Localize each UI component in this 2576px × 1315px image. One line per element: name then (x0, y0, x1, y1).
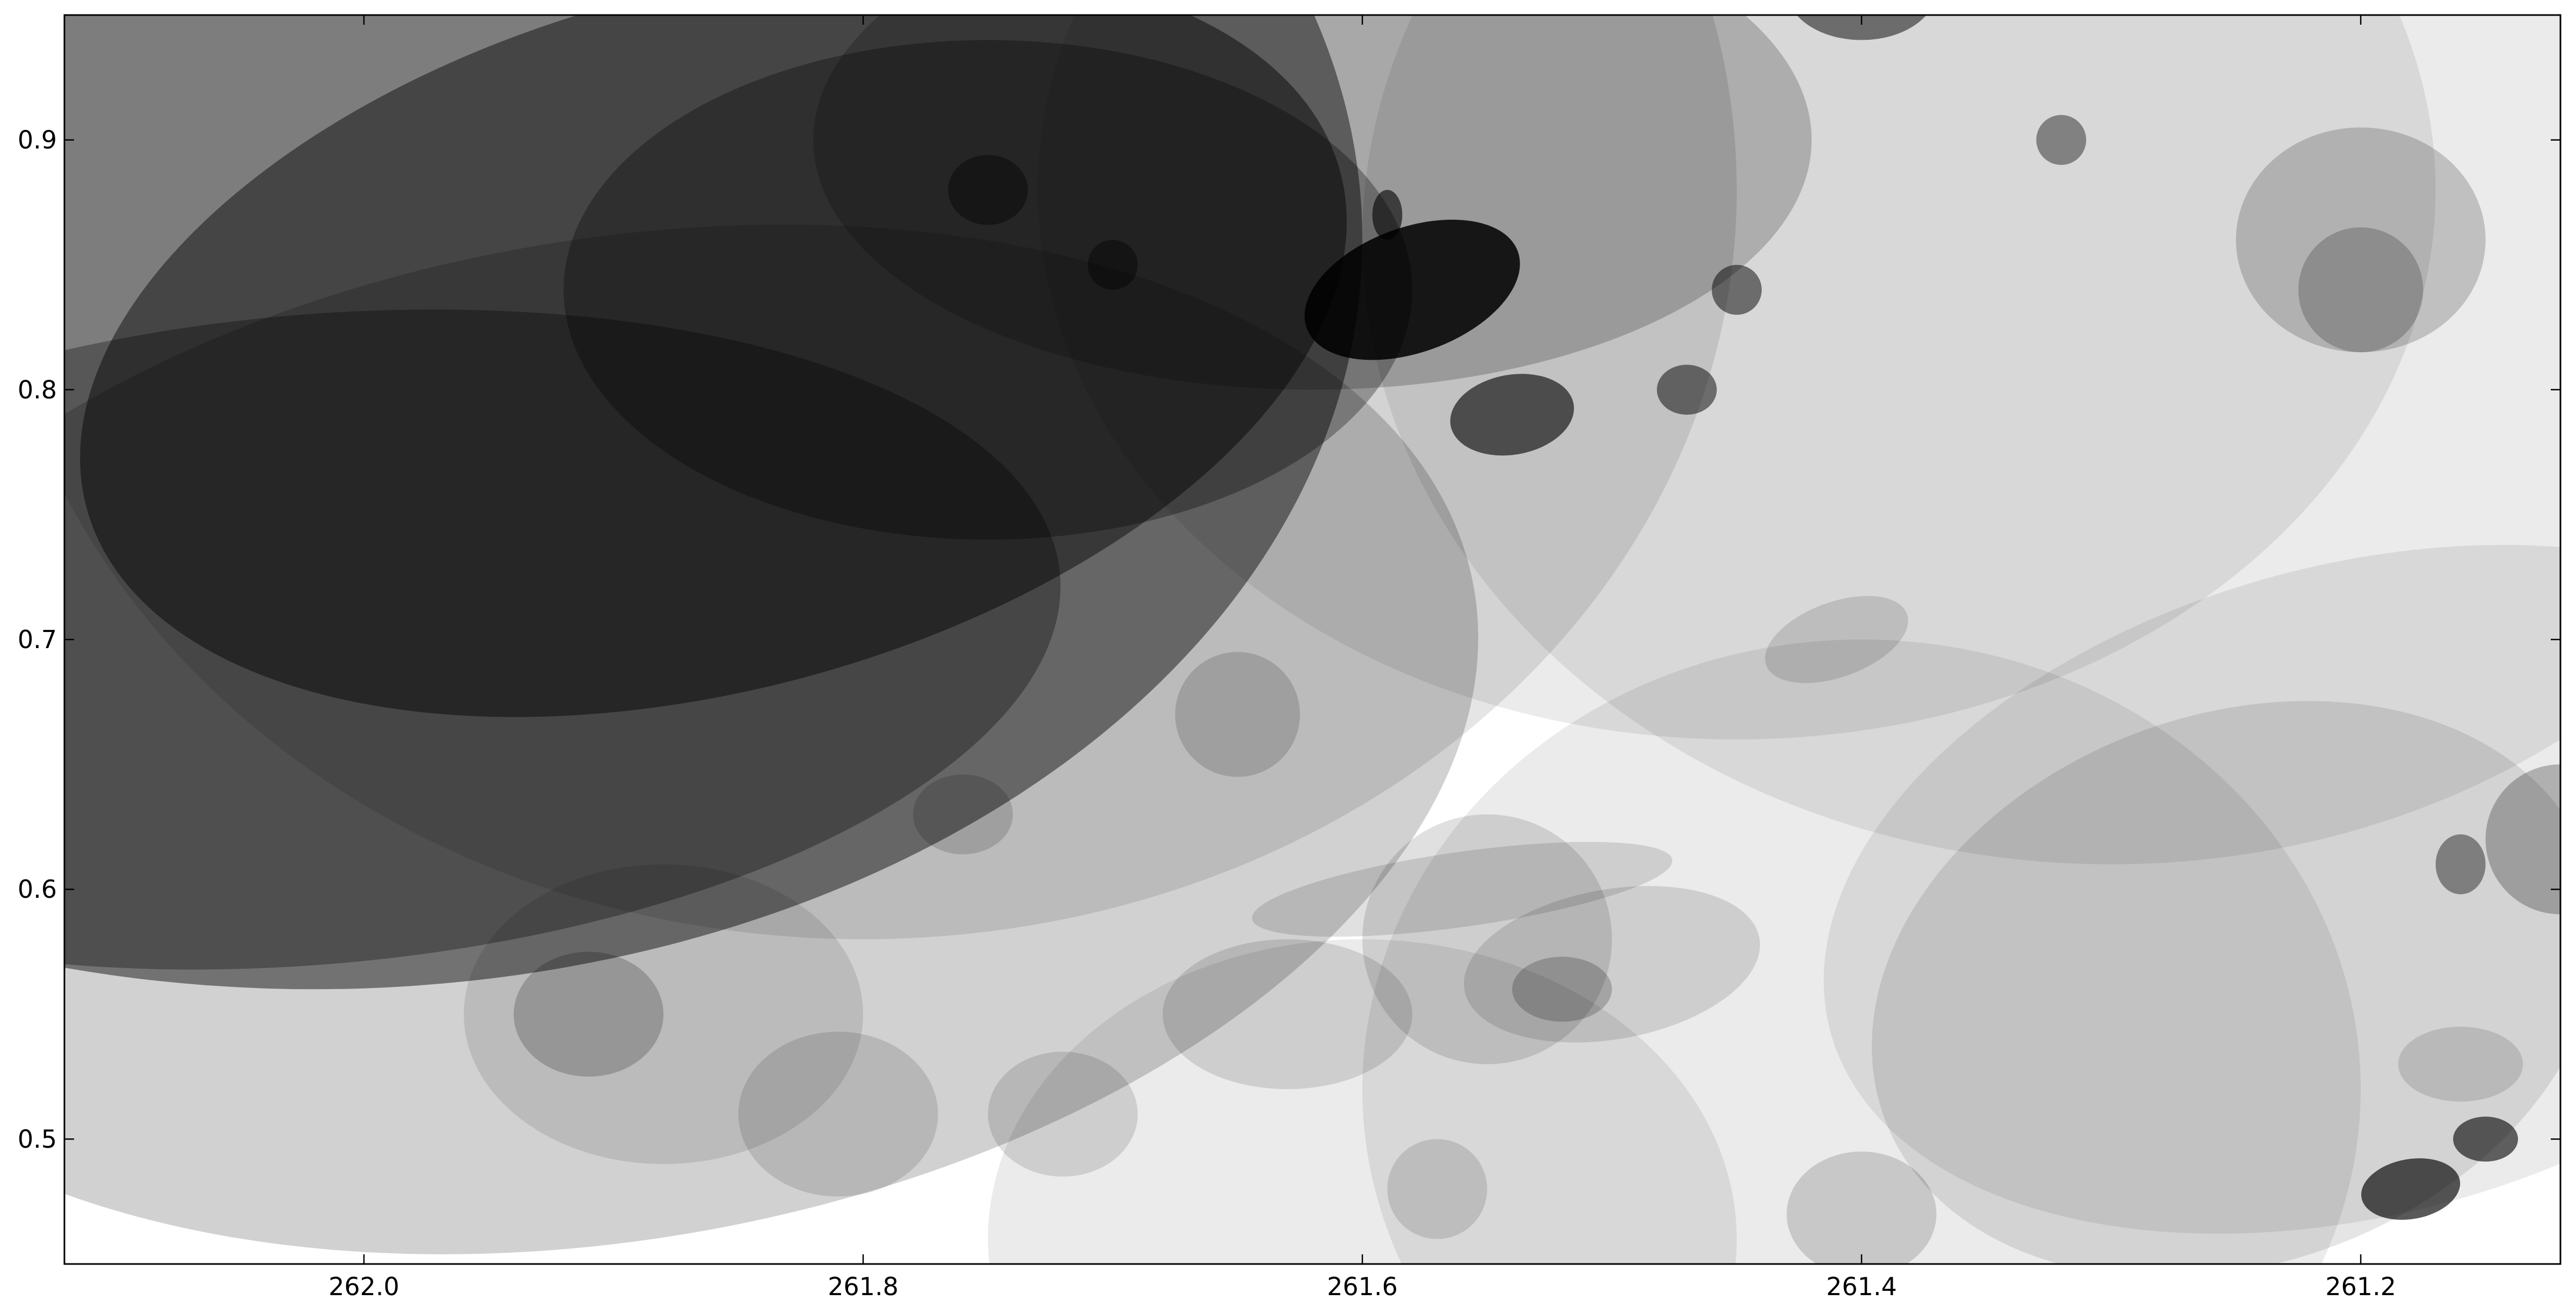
data-ellipse-36 (1786, 1151, 1937, 1264)
data-ellipse-15 (1872, 701, 2560, 1264)
x-tick-label-3: 261.4 (1826, 1272, 1897, 1301)
data-ellipse-0 (64, 15, 1362, 989)
data-ellipse-31 (738, 1031, 938, 1197)
y-tick-label-1: 0.6 (18, 875, 57, 904)
tick-layer (64, 15, 2560, 1264)
data-ellipse-21 (1797, 15, 1926, 40)
data-ellipse-42 (2398, 1027, 2523, 1102)
data-ellipse-7 (1450, 374, 1574, 456)
data-ellipse-16 (1362, 640, 2361, 1264)
data-ellipse-5 (813, 15, 1812, 390)
data-ellipse-2 (64, 309, 1061, 970)
y-tick-label-4: 0.9 (18, 126, 57, 155)
data-ellipse-22 (1712, 265, 1762, 315)
data-ellipse-24 (948, 155, 1028, 225)
data-ellipse-27 (1175, 652, 1300, 777)
data-ellipse-26 (1372, 190, 1403, 240)
y-tick-labels: 0.5 0.6 0.7 0.8 0.9 (18, 126, 57, 1154)
data-ellipse-20 (988, 939, 1737, 1264)
data-ellipse-32 (988, 1051, 1138, 1177)
data-ellipse-12 (2236, 127, 2486, 353)
x-tick-label-0: 262.0 (329, 1272, 399, 1301)
x-tick-label-4: 261.2 (2325, 1272, 2396, 1301)
plot-background (64, 15, 2560, 1264)
data-ellipse-17 (1362, 814, 1612, 1064)
data-ellipse-41 (1765, 595, 1908, 684)
data-ellipse-3 (64, 224, 1478, 1254)
y-tick-label-3: 0.8 (18, 375, 57, 404)
y-tick-label-0: 0.5 (18, 1124, 57, 1153)
data-ellipse-35 (1387, 1139, 1487, 1239)
data-ellipse-33 (1464, 886, 1760, 1043)
data-ellipse-1 (80, 15, 1347, 717)
data-ellipse-37 (2485, 764, 2560, 914)
y-tick-label-2: 0.7 (18, 625, 57, 654)
x-tick-label-2: 261.6 (1327, 1272, 1398, 1301)
data-ellipse-23 (1656, 365, 1717, 415)
data-ellipse-11 (1823, 544, 2560, 1234)
data-ellipse-34 (1512, 956, 1612, 1022)
plot-frame (63, 14, 2562, 1265)
x-tick-labels: 262.0 261.8 261.6 261.4 261.2 (329, 1272, 2396, 1301)
data-ellipse-4 (564, 40, 1412, 540)
data-ellipse-19 (1163, 939, 1412, 1089)
data-ellipse-40 (2036, 115, 2086, 165)
data-ellipse-39 (2298, 227, 2424, 353)
data-ellipse-8 (64, 15, 1737, 939)
data-ellipse-29 (514, 951, 663, 1077)
data-ellipse-14 (2453, 1116, 2518, 1162)
data-ellipse-18 (1252, 841, 1673, 937)
data-ellipse-10 (1362, 15, 2560, 864)
data-ellipse-25 (1088, 239, 1138, 290)
x-tick-label-1: 261.8 (828, 1272, 899, 1301)
data-ellipse-6 (1304, 220, 1520, 360)
data-ellipse-30 (464, 864, 863, 1164)
data-ellipse-28 (913, 774, 1013, 855)
data-ellipse-13 (2361, 1158, 2461, 1220)
data-ellipse-38 (2435, 834, 2486, 895)
